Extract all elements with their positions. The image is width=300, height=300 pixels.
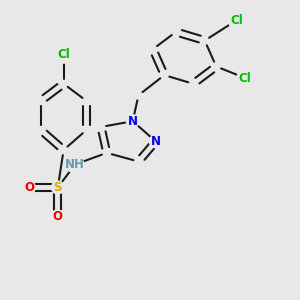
Circle shape [23, 181, 35, 194]
Circle shape [52, 181, 64, 194]
Circle shape [52, 210, 64, 223]
Text: O: O [53, 210, 63, 223]
Circle shape [67, 156, 84, 173]
Text: O: O [24, 181, 34, 194]
Circle shape [126, 115, 139, 128]
Text: Cl: Cl [57, 49, 70, 62]
Text: N: N [128, 115, 138, 128]
Text: S: S [54, 181, 62, 194]
Text: NH: NH [65, 158, 85, 171]
Circle shape [237, 70, 253, 86]
Text: Cl: Cl [230, 14, 243, 27]
Circle shape [228, 12, 244, 28]
Text: Cl: Cl [239, 71, 251, 85]
Circle shape [56, 47, 72, 63]
Text: N: N [151, 135, 161, 148]
Circle shape [149, 135, 162, 148]
